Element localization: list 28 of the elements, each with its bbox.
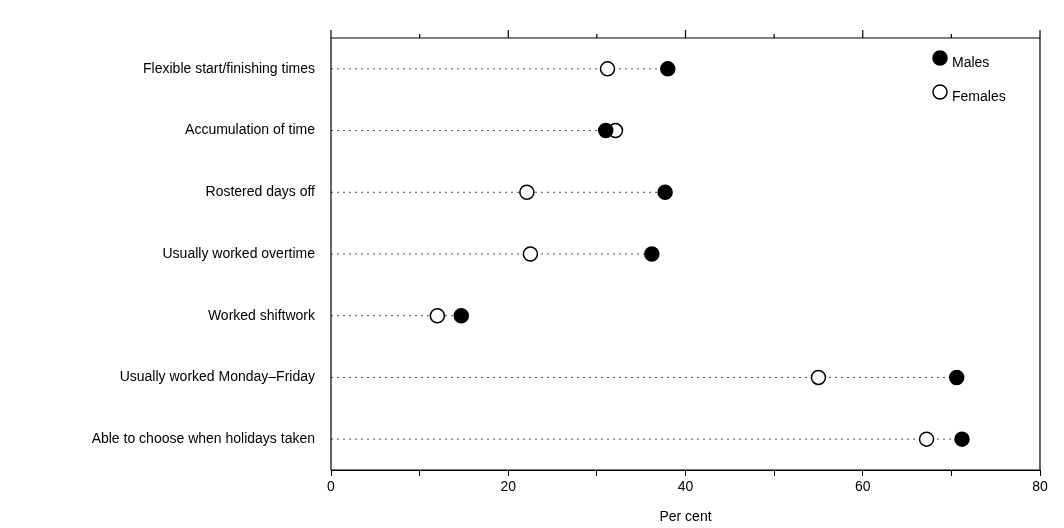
- point: [810, 369, 827, 386]
- y-tick-label: Usually worked overtime: [162, 244, 316, 261]
- point: [597, 122, 614, 139]
- x-axis-title: Per cent: [659, 508, 712, 525]
- point: [948, 369, 965, 386]
- legend-label: Females: [952, 87, 1006, 104]
- y-tick-label: Accumulation of time: [185, 121, 316, 138]
- point: [599, 61, 616, 77]
- point: [954, 431, 970, 447]
- x-tick-label: 0: [327, 478, 336, 495]
- point: [429, 307, 446, 324]
- point: [519, 184, 535, 201]
- x-tick-label: 20: [500, 478, 517, 495]
- y-tick-label: Worked shiftwork: [207, 306, 316, 323]
- y-tick-label: Able to choose when holidays taken: [91, 430, 315, 446]
- y-tick-label: Rostered days off: [205, 183, 316, 200]
- x-tick-label: 40: [677, 478, 694, 495]
- point: [660, 61, 676, 77]
- x-tick-label: 60: [854, 478, 871, 495]
- y-tick-label: Usually worked Monday–Friday: [119, 368, 315, 385]
- legend-label: Males: [952, 53, 990, 70]
- point: [522, 246, 539, 262]
- x-tick-label: 80: [1032, 478, 1048, 495]
- y-tick-label: Flexible start/finishing times: [143, 59, 315, 76]
- point: [453, 307, 470, 324]
- point: [657, 184, 673, 201]
- point: [644, 246, 660, 262]
- point: [918, 431, 935, 447]
